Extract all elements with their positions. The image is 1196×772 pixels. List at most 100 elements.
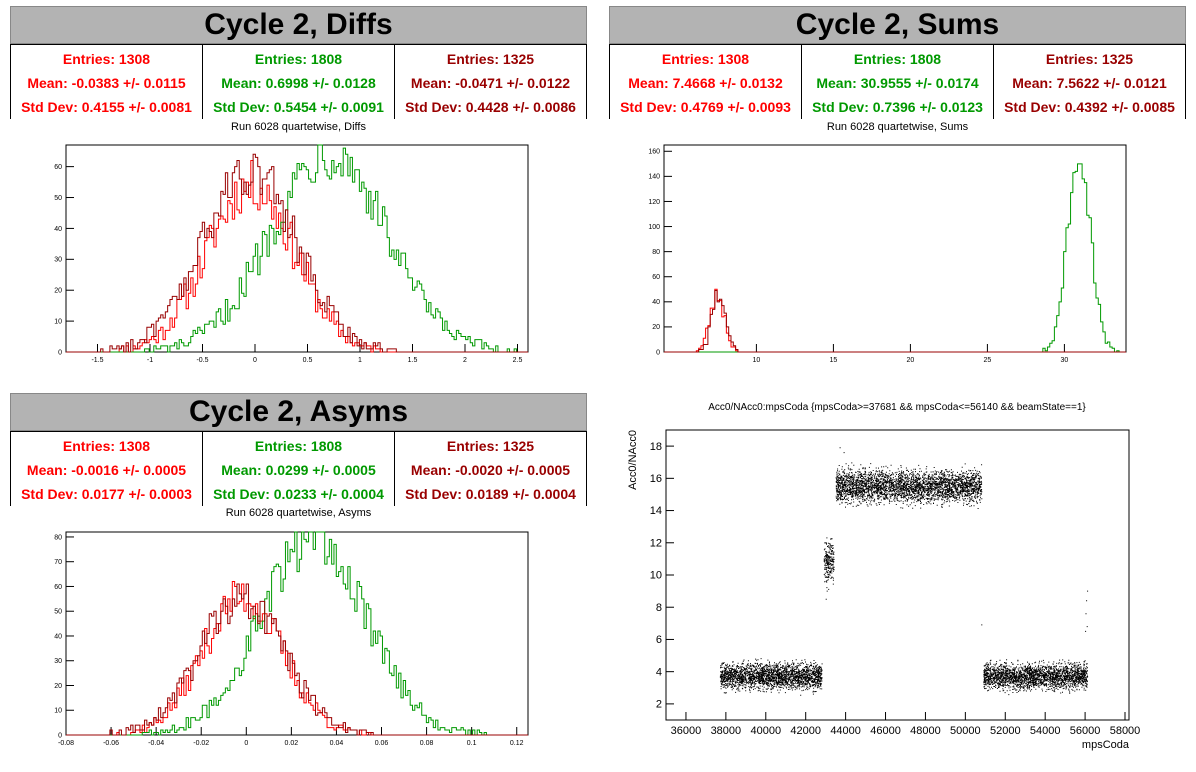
stddev-label: Std Dev: 0.4392 +/- 0.0085 <box>1004 99 1175 115</box>
y-tick-label: 0 <box>58 349 62 356</box>
x-tick-label: 0.04 <box>330 740 344 747</box>
asyms-subtitle: Run 6028 quartetwise, Asyms <box>225 507 372 519</box>
x-tick-label: -0.08 <box>58 740 74 747</box>
x-tick-label: 1 <box>358 357 362 364</box>
y-tick-label: 16 <box>650 473 662 485</box>
y-tick-label: 120 <box>648 199 660 206</box>
histogram-series-line <box>66 153 528 353</box>
y-tick-label: 50 <box>54 195 62 202</box>
stddev-label: Std Dev: 0.7396 +/- 0.0123 <box>812 99 983 115</box>
y-tick-label: 8 <box>656 602 662 614</box>
y-tick-label: 60 <box>54 584 62 591</box>
stats-col: Entries: 1308 Mean: -0.0383 +/- 0.0115 S… <box>11 45 203 119</box>
histogram-series-line <box>664 290 1126 353</box>
entries-label: Entries: 1308 <box>62 51 151 67</box>
stddev-label: Std Dev: 0.0177 +/- 0.0003 <box>21 486 192 502</box>
x-tick-label: 0.5 <box>303 357 313 364</box>
x-tick-label: 0 <box>253 357 257 364</box>
mean-label: Mean: -0.0016 +/- 0.0005 <box>26 462 187 478</box>
x-tick-label: -0.06 <box>103 740 119 747</box>
scatter-title: Acc0/NAcc0:mpsCoda {mpsCoda>=37681 && mp… <box>708 402 1086 413</box>
entries-label: Entries: 1808 <box>853 51 942 67</box>
x-tick-label: 0.02 <box>285 740 299 747</box>
x-tick-label: -0.02 <box>193 740 209 747</box>
y-tick-label: 10 <box>54 318 62 325</box>
y-tick-label: 160 <box>648 149 660 156</box>
x-tick-label: -1.5 <box>91 357 103 364</box>
x-tick-label: 0.06 <box>375 740 389 747</box>
x-tick-label: 50000 <box>950 725 981 737</box>
stats-col: Entries: 1325 Mean: -0.0020 +/- 0.0005 S… <box>395 432 586 506</box>
diffs-stats-box: Entries: 1308 Mean: -0.0383 +/- 0.0115 S… <box>10 44 587 119</box>
x-tick-label: 48000 <box>910 725 941 737</box>
x-tick-label: 40000 <box>750 725 781 737</box>
scatter-points <box>719 447 1089 696</box>
stddev-label: Std Dev: 0.4428 +/- 0.0086 <box>405 99 576 115</box>
entries-label: Entries: 1808 <box>254 51 343 67</box>
y-tick-label: 2 <box>656 699 662 711</box>
stats-col: Entries: 1308 Mean: -0.0016 +/- 0.0005 S… <box>11 432 203 506</box>
x-tick-label: 20 <box>907 357 915 364</box>
stats-col: Entries: 1325 Mean: 7.5622 +/- 0.0121 St… <box>994 45 1185 119</box>
mean-label: Mean: 0.0299 +/- 0.0005 <box>221 462 376 478</box>
x-tick-label: 38000 <box>711 725 742 737</box>
x-tick-label: 0.12 <box>510 740 524 747</box>
diffs-title: Cycle 2, Diffs <box>10 6 587 44</box>
stddev-label: Std Dev: 0.4155 +/- 0.0081 <box>21 99 192 115</box>
x-tick-label: 0.08 <box>420 740 434 747</box>
y-tick-label: 6 <box>656 634 662 646</box>
y-tick-label: 60 <box>54 164 62 171</box>
x-tick-label: 0.1 <box>467 740 477 747</box>
scatter-plot: 36000 38000 40000 42000 44000 46000 48000 50000… <box>627 429 1141 751</box>
stats-col: Entries: 1325 Mean: -0.0471 +/- 0.0122 S… <box>395 45 586 119</box>
histogram-series-line <box>66 583 528 736</box>
entries-label: Entries: 1325 <box>446 51 535 67</box>
y-tick-label: 50 <box>54 609 62 616</box>
histogram-series-line <box>664 163 1126 353</box>
y-tick-label: 20 <box>54 288 62 295</box>
x-tick-label: 58000 <box>1110 725 1141 737</box>
stddev-label: Std Dev: 0.4769 +/- 0.0093 <box>620 99 791 115</box>
x-tick-label: 56000 <box>1070 725 1101 737</box>
entries-label: Entries: 1325 <box>1045 51 1134 67</box>
asyms-histogram: -0.08 -0.06 -0.04 -0.02 0 0.02 0.04 0.06 0.08 0.1… <box>54 531 529 747</box>
y-tick-label: 0 <box>58 732 62 739</box>
y-axis-label: Acc0/NAcc0 <box>627 430 639 490</box>
y-tick-label: 20 <box>54 683 62 690</box>
entries-label: Entries: 1808 <box>254 438 343 454</box>
stddev-label: Std Dev: 0.5454 +/- 0.0091 <box>213 99 384 115</box>
sums-stats-box: Entries: 1308 Mean: 7.4668 +/- 0.0132 St… <box>609 44 1186 119</box>
y-tick-label: 100 <box>648 224 660 231</box>
histogram-series-line <box>66 144 528 353</box>
y-tick-label: 30 <box>54 658 62 665</box>
y-tick-label: 80 <box>652 249 660 256</box>
x-axis-label: mpsCoda <box>1082 739 1130 751</box>
y-tick-label: 80 <box>54 534 62 541</box>
entries-label: Entries: 1325 <box>446 438 535 454</box>
stddev-label: Std Dev: 0.0189 +/- 0.0004 <box>405 486 576 502</box>
x-tick-label: -0.5 <box>196 357 208 364</box>
entries-label: Entries: 1308 <box>661 51 750 67</box>
x-tick-label: 1.5 <box>408 357 418 364</box>
stats-col: Entries: 1808 Mean: 0.0299 +/- 0.0005 St… <box>203 432 395 506</box>
y-tick-label: 14 <box>650 505 662 517</box>
x-tick-label: 30 <box>1061 357 1069 364</box>
y-tick-label: 12 <box>650 537 662 549</box>
asyms-title: Cycle 2, Asyms <box>10 393 587 431</box>
sums-subtitle: Run 6028 quartetwise, Sums <box>826 121 969 133</box>
x-tick-label: -0.04 <box>148 740 164 747</box>
mean-label: Mean: -0.0020 +/- 0.0005 <box>410 462 571 478</box>
y-tick-label: 40 <box>54 226 62 233</box>
x-tick-label: 44000 <box>830 725 861 737</box>
y-tick-label: 70 <box>54 559 62 566</box>
y-tick-label: 18 <box>650 441 662 453</box>
x-tick-label: 0 <box>244 740 248 747</box>
x-tick-label: 15 <box>830 357 838 364</box>
x-tick-label: 25 <box>984 357 992 364</box>
sums-histogram: 10 15 20 25 30 0 20 40 60 80 100 120 140 160 <box>648 144 1127 364</box>
entries-label: Entries: 1308 <box>62 438 151 454</box>
x-tick-label: 46000 <box>870 725 901 737</box>
x-tick-label: 52000 <box>990 725 1021 737</box>
sums-title: Cycle 2, Sums <box>609 6 1186 44</box>
histogram-series-line <box>66 581 528 736</box>
